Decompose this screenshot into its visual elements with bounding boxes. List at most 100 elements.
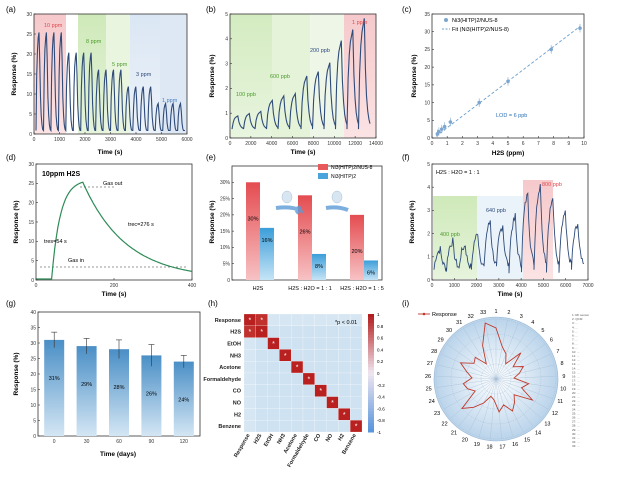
- panel-g-x-tick-0: 0: [53, 439, 56, 445]
- panel-i-spoke-label-20: 21: [451, 430, 457, 436]
- panel-g: (g) 31% 29% 28% 26% 24% 0 30 60 90 120 0 5 10 15 20 25…: [6, 299, 201, 458]
- panel-h-row-label-9: Benzene: [218, 424, 241, 430]
- panel-i-side-item-15: 16: ...: [572, 375, 580, 379]
- panel-a-region-3ppm: 3 ppm: [136, 72, 152, 78]
- panel-i-side-item-9: 10: ...: [572, 350, 580, 354]
- panel-g-bar-1: [76, 346, 97, 436]
- panel-i-spoke-label-6: 7: [556, 349, 559, 355]
- panel-c-x-tick-5: 5: [507, 141, 510, 147]
- panel-f-x-tick-4: 4000: [516, 283, 527, 289]
- panel-h-cell: [243, 396, 256, 409]
- panel-i-side-item-10: 11: ...: [572, 354, 579, 358]
- panel-a-x-tick-0: 0: [33, 137, 36, 143]
- panel-i-side-item-16: 17: ...: [572, 379, 580, 383]
- panel-i-side-item-7: 8: ...: [572, 342, 578, 346]
- panel-c-y-tick-4: 20: [424, 65, 430, 71]
- panel-b-y-tick-1: 1: [225, 111, 228, 117]
- panel-h-cell: [338, 384, 351, 397]
- panel-h-col-label-1: H2S: [253, 433, 264, 446]
- panel-e-droplet-icon-2: [331, 190, 343, 204]
- panel-f-x-tick-3: 3000: [493, 283, 504, 289]
- panel-h-cell: [302, 396, 315, 409]
- panel-h-cell: [314, 408, 327, 421]
- panel-h-cell: [291, 384, 304, 397]
- panel-c-x-tick-1: 1: [446, 141, 449, 147]
- panel-c-x-tick-6: 6: [522, 141, 525, 147]
- panel-h-row-label-1: H2S: [230, 330, 241, 336]
- panel-i-side-item-8: 9: ...: [572, 346, 578, 350]
- panel-c-x-tick-2: 2: [461, 141, 464, 147]
- panel-i-spoke-label-0: 1: [494, 309, 497, 315]
- panel-h-cell: [302, 361, 315, 374]
- panel-e-ylabel: Response (%): [209, 201, 216, 244]
- panel-d-trec: trec=276 s: [128, 222, 154, 228]
- panel-g-x-tick-4: 120: [180, 439, 189, 445]
- panel-g-label: (g): [6, 299, 16, 308]
- panel-h-row-label-5: Formaldehyde: [203, 377, 241, 383]
- panel-i-side-item-4: 5: ...: [572, 329, 578, 333]
- panel-i-spoke-label-1: 2: [507, 310, 510, 316]
- panel-b-x-tick-6: 12000: [348, 141, 362, 147]
- panel-b-x-tick-4: 8000: [308, 141, 319, 147]
- panel-d-xlabel: Time (s): [102, 291, 127, 298]
- panel-i-side-item-17: 18: ...: [572, 383, 580, 387]
- panel-h-row-label-8: H2: [234, 412, 241, 418]
- panel-i-side-item-30: 31: ...: [572, 436, 580, 440]
- panel-d-y-tick-6: 30: [28, 162, 34, 168]
- panel-i-side-item-5: 6: ...: [572, 334, 578, 338]
- panel-e-group-1: H2S : H2O = 1 : 1: [288, 286, 332, 292]
- panel-h-row-label-4: Acetone: [219, 365, 241, 371]
- panel-a-x-tick-3: 3000: [105, 137, 116, 143]
- panel-h-cell: [267, 349, 280, 362]
- panel-h-cell: [350, 396, 363, 409]
- panel-f-label: (f): [402, 153, 410, 162]
- panel-c-x-tick-8: 8: [552, 141, 555, 147]
- panel-h-row-label-6: CO: [233, 389, 242, 395]
- panel-f-y-tick-2: 2: [427, 231, 430, 237]
- panel-h-cell: [243, 408, 256, 421]
- panel-a-ylabel: Response (%): [11, 53, 18, 96]
- panel-c-point: [578, 26, 582, 30]
- panel-d-y-tick-4: 20: [28, 200, 34, 206]
- panel-h-cell: [255, 337, 268, 350]
- panel-g-y-tick-2: 10: [30, 403, 36, 409]
- panel-i-spoke-label-18: 19: [474, 442, 480, 448]
- panel-h-colorbar-tick-0: 1: [377, 312, 380, 317]
- panel-h-colorbar-tick-6: -0.2: [377, 383, 385, 388]
- panel-d-y-tick-1: 5: [31, 258, 34, 264]
- panel-c-ylabel: Response (%): [411, 55, 418, 98]
- panel-f-y-tick-0: 0: [427, 278, 430, 284]
- panel-a-y-tick-1: 5: [29, 112, 32, 118]
- panel-h-colorbar-tick-9: -0.8: [377, 418, 385, 423]
- panel-e-y-tick-5: 25%: [220, 196, 231, 202]
- panel-h-cell: [326, 408, 339, 421]
- panel-a-y-tick-2: 10: [26, 92, 32, 98]
- panel-b-x-tick-2: 4000: [266, 141, 277, 147]
- panel-c-y-tick-7: 35: [424, 12, 430, 18]
- panel-i-side-item-27: 28: ...: [572, 424, 580, 428]
- panel-c-point: [477, 100, 482, 105]
- panel-h-cell: [302, 349, 315, 362]
- panel-i-side-item-32: 33: ...: [572, 444, 580, 448]
- panel-i: (i) Response 1 23456789101112131415161718…: [402, 299, 589, 451]
- panel-c-xlabel: H2S (ppm): [492, 150, 525, 157]
- panel-c: (c) Ni3(HITP)2/NUS-8 Fit (Ni3(HITP)2/NUS…: [402, 5, 587, 157]
- panel-h-cell: [302, 408, 315, 421]
- panel-h-cell: [350, 349, 363, 362]
- panel-h-cell: [291, 408, 304, 421]
- panel-i-spoke-label-26: 27: [427, 361, 433, 367]
- panel-c-y-tick-3: 15: [424, 83, 430, 89]
- panel-h-cell: [350, 384, 363, 397]
- panel-h-colorbar-tick-2: 0.6: [377, 336, 384, 341]
- panel-h-cell: [279, 420, 292, 433]
- panel-e-y-tick-6: 30%: [220, 180, 231, 186]
- panel-i-side-item-28: 29: ...: [572, 428, 580, 432]
- panel-h-colorbar-tick-3: 0.4: [377, 347, 384, 352]
- panel-h-cell: [350, 420, 363, 433]
- panel-f-y-tick-3: 3: [427, 208, 430, 214]
- panel-g-y-tick-0: 0: [33, 434, 36, 440]
- panel-h-significance-mark: *: [319, 388, 322, 395]
- panel-d-tres: tres=54 s: [44, 239, 67, 245]
- panel-b-x-tick-3: 6000: [287, 141, 298, 147]
- panel-g-y-tick-5: 25: [30, 356, 36, 362]
